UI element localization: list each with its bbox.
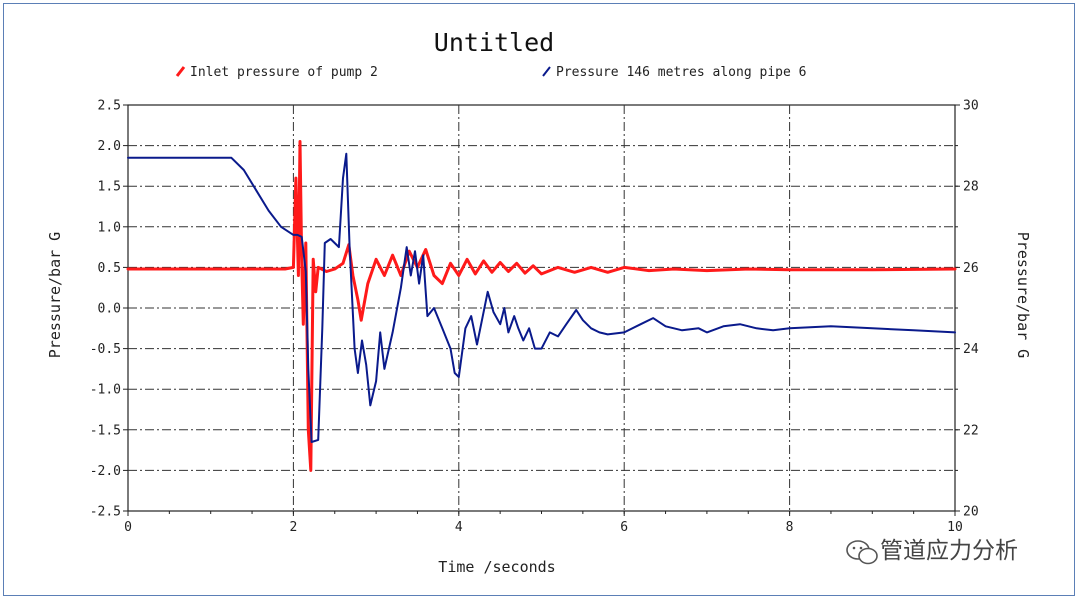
chart-title: Untitled [434, 28, 554, 57]
line-chart: Untitled Inlet pressure of pump 2 Pressu… [46, 28, 1032, 576]
legend-swatch-series-2 [542, 66, 551, 77]
y-left-tick-label: -1.0 [90, 383, 121, 398]
grid-lines [128, 105, 955, 511]
series-group [126, 140, 957, 472]
x-tick-label: 0 [124, 520, 132, 535]
y-right-tick-label: 28 [963, 180, 979, 195]
chart-frame: Untitled Inlet pressure of pump 2 Pressu… [3, 3, 1075, 596]
y-left-axis-ticks: 2.5 2.0 1.5 1.0 0.5 0.0 -0.5 -1.0 -1.5 -2.0 -2.5 [90, 99, 128, 520]
legend-swatch-series-1 [175, 66, 186, 77]
y-right-tick-label: 22 [963, 423, 979, 438]
y-left-tick-label: -1.5 [90, 423, 121, 438]
y-left-tick-label: 1.0 [98, 220, 121, 235]
y-left-tick-label: 2.0 [98, 139, 121, 154]
watermark-text: 管道应力分析 [880, 538, 1018, 564]
x-tick-label: 4 [455, 520, 463, 535]
y-right-tick-label: 24 [963, 342, 979, 357]
x-axis-label: Time /seconds [438, 558, 555, 576]
y-left-tick-label: 2.5 [98, 99, 121, 114]
legend: Inlet pressure of pump 2 Pressure 146 me… [175, 65, 806, 80]
y-right-axis-ticks: 30 28 26 24 22 20 [955, 99, 979, 520]
y-left-tick-label: -0.5 [90, 342, 121, 357]
y-left-tick-label: 0.0 [98, 302, 121, 317]
y-left-tick-label: 0.5 [98, 261, 121, 276]
x-tick-label: 2 [289, 520, 297, 535]
x-tick-label: 6 [620, 520, 628, 535]
legend-label-series-1: Inlet pressure of pump 2 [190, 65, 378, 80]
series-line-2 [127, 152, 956, 443]
watermark: 管道应力分析 [846, 538, 1018, 565]
legend-label-series-2: Pressure 146 metres along pipe 6 [556, 65, 806, 80]
y-left-tick-label: 1.5 [98, 180, 121, 195]
y-right-tick-label: 26 [963, 261, 979, 276]
wechat-icon [846, 540, 878, 565]
x-axis-ticks: 0 2 4 6 8 10 [124, 511, 963, 535]
y-right-tick-label: 30 [963, 99, 979, 114]
y-left-tick-label: -2.0 [90, 464, 121, 479]
y-left-axis-label: Pressure/bar G [46, 232, 64, 358]
y-left-tick-label: -2.5 [90, 505, 121, 520]
y-right-tick-label: 20 [963, 505, 979, 520]
x-tick-label: 8 [786, 520, 794, 535]
y-right-axis-label: Pressure/bar G [1014, 232, 1032, 358]
x-tick-label: 10 [947, 520, 963, 535]
